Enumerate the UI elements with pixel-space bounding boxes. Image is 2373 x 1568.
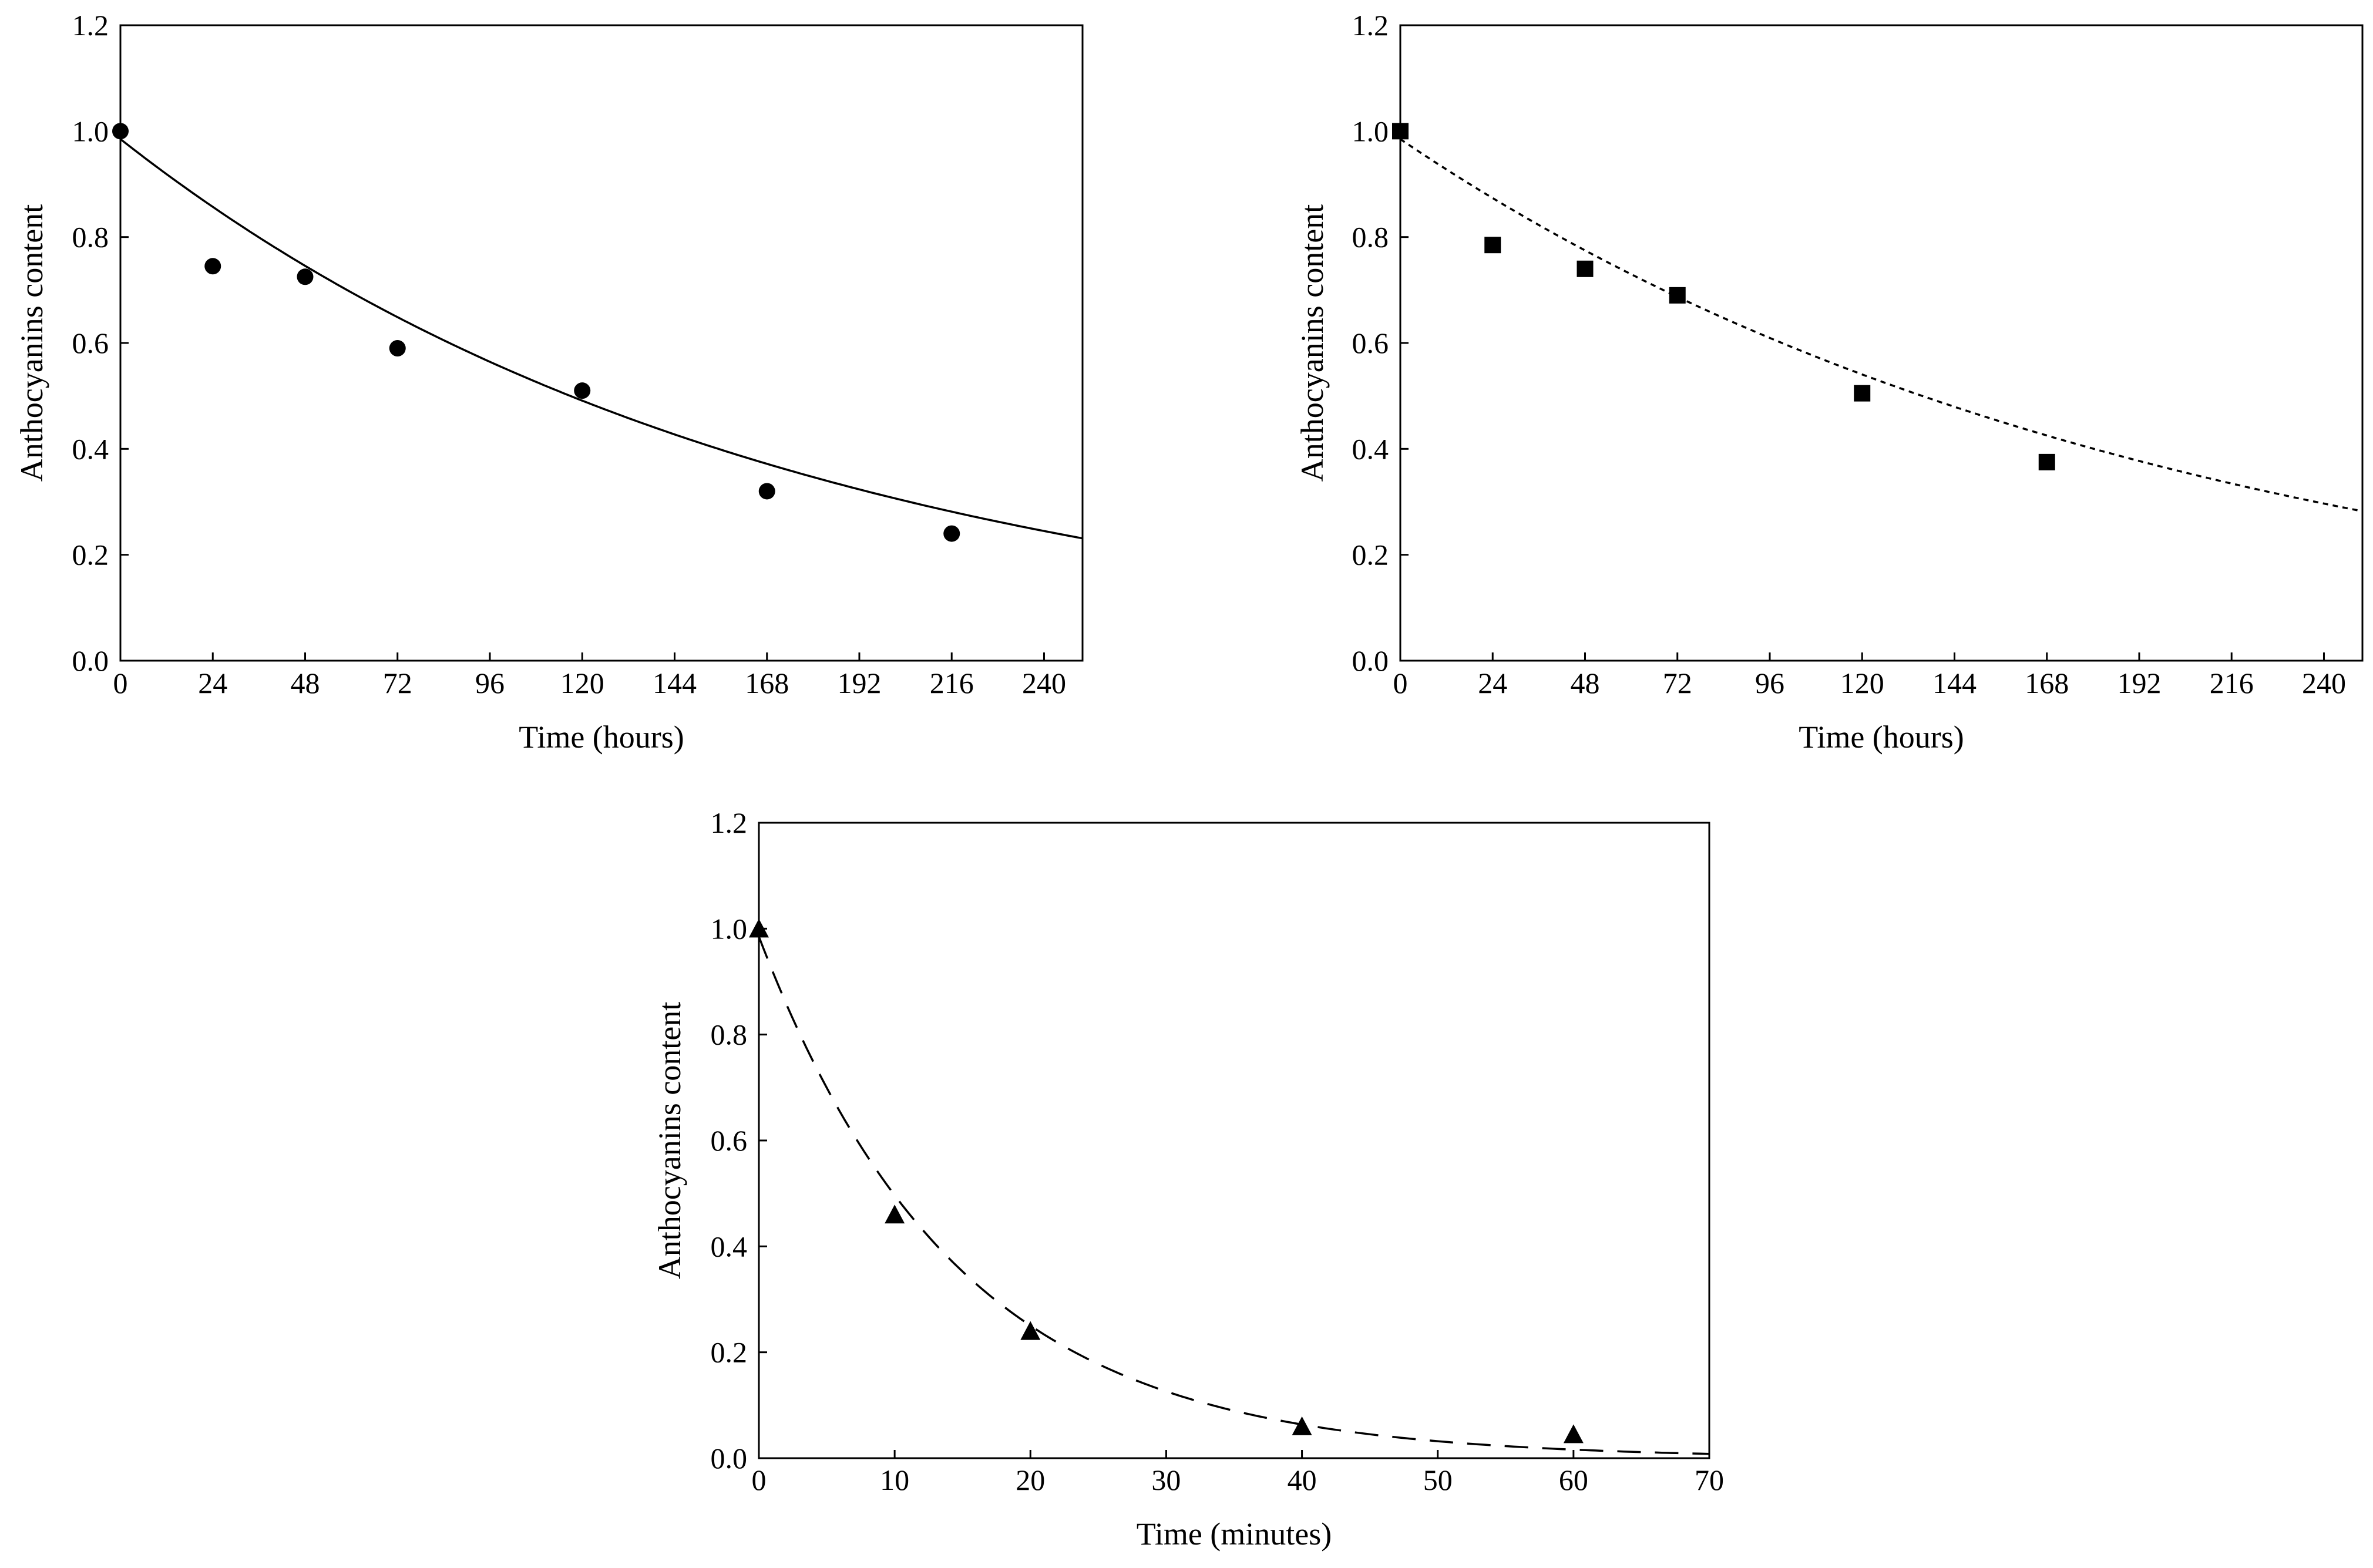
data-point xyxy=(1669,287,1686,304)
y-axis-label: Anthocyanins content xyxy=(14,204,49,482)
x-tick-label: 0 xyxy=(752,1463,767,1496)
x-tick-label: 0 xyxy=(1393,667,1408,699)
chart-top-left: 0 24 48 72 96 120 144 168 192 216 240 0.0 0.2 0.4 0.6 0… xyxy=(14,9,1084,755)
x-tick-label: 144 xyxy=(653,667,697,699)
y-axis-label: Anthocyanins content xyxy=(1295,204,1330,482)
data-point xyxy=(758,483,775,500)
x-tick-label: 70 xyxy=(1695,1463,1724,1496)
x-tick-label: 30 xyxy=(1151,1463,1181,1496)
chart-top-right: 0 24 48 72 96 120 144 168 192 216 240 0.0 0.2 0.4 0.6 0… xyxy=(1295,9,2364,755)
y-tick-label: 0.6 xyxy=(711,1124,748,1157)
x-tick-label: 48 xyxy=(1570,667,1599,699)
y-tick-label: 0.8 xyxy=(1352,221,1389,254)
x-tick-label: 72 xyxy=(1663,667,1692,699)
data-point xyxy=(1020,1321,1041,1340)
y-tick-label: 0.0 xyxy=(1352,644,1389,677)
x-tick-label: 20 xyxy=(1016,1463,1045,1496)
data-point xyxy=(1563,1424,1584,1443)
x-tick-label: 240 xyxy=(1022,667,1066,699)
x-tick-label: 120 xyxy=(1840,667,1884,699)
data-point xyxy=(574,382,591,399)
x-tick-label: 0 xyxy=(113,667,128,699)
x-tick-label: 60 xyxy=(1559,1463,1588,1496)
x-tick-label: 24 xyxy=(198,667,227,699)
data-point xyxy=(389,340,406,357)
plot-frame xyxy=(758,822,1710,1459)
x-tick-label: 216 xyxy=(2210,667,2254,699)
x-tick-label: 48 xyxy=(290,667,320,699)
x-tick-label: 40 xyxy=(1288,1463,1317,1496)
y-axis-label: Anthocyanins content xyxy=(652,1002,687,1279)
data-point xyxy=(749,918,769,938)
y-tick-label: 0.4 xyxy=(72,432,109,465)
x-tick-label: 50 xyxy=(1423,1463,1453,1496)
y-tick-label: 0.2 xyxy=(711,1336,748,1369)
data-point xyxy=(1484,237,1501,254)
data-point xyxy=(297,268,314,285)
x-tick-label: 168 xyxy=(745,667,789,699)
x-tick-label: 96 xyxy=(475,667,505,699)
data-point xyxy=(943,525,960,542)
y-tick-label: 0.2 xyxy=(1352,539,1389,571)
x-tick-label: 144 xyxy=(1932,667,1977,699)
fit-curve xyxy=(758,936,1710,1455)
y-tick-label: 1.0 xyxy=(1352,115,1389,147)
data-point xyxy=(112,123,129,140)
data-point xyxy=(885,1204,905,1224)
x-tick-label: 192 xyxy=(837,667,881,699)
x-tick-label: 10 xyxy=(880,1463,909,1496)
y-tick-label: 0.6 xyxy=(72,327,109,359)
y-tick-label: 0.2 xyxy=(72,539,109,571)
y-tick-label: 0.8 xyxy=(72,221,109,254)
fit-curve xyxy=(119,138,1083,540)
data-point xyxy=(2038,453,2055,470)
plot-frame xyxy=(119,24,1084,662)
data-point xyxy=(1577,260,1594,277)
y-tick-label: 1.2 xyxy=(711,806,748,839)
y-tick-label: 0.4 xyxy=(711,1230,748,1263)
fit-curve xyxy=(1400,138,2363,513)
y-tick-label: 1.0 xyxy=(711,912,748,945)
chart-bottom: 0 10 20 30 40 50 60 70 0.0 0.2 0.4 0.6 0.8 1.0 1.2 Time… xyxy=(652,806,1724,1552)
y-tick-label: 0.0 xyxy=(711,1442,748,1475)
y-tick-label: 0.0 xyxy=(72,644,109,677)
y-tick-label: 1.0 xyxy=(72,115,109,147)
y-tick-label: 0.8 xyxy=(711,1018,748,1051)
x-axis-label: Time (hours) xyxy=(1799,719,1964,755)
x-tick-label: 168 xyxy=(2025,667,2069,699)
data-point xyxy=(204,258,221,275)
x-tick-label: 96 xyxy=(1755,667,1784,699)
data-point xyxy=(1392,123,1409,140)
y-tick-label: 1.2 xyxy=(1352,9,1389,42)
x-tick-label: 192 xyxy=(2117,667,2161,699)
data-point xyxy=(1854,385,1871,402)
x-tick-label: 120 xyxy=(560,667,604,699)
x-axis-label: Time (hours) xyxy=(519,719,684,755)
y-tick-label: 0.4 xyxy=(1352,432,1389,465)
x-tick-label: 240 xyxy=(2302,667,2346,699)
plot-frame xyxy=(1399,24,2364,662)
y-tick-label: 1.2 xyxy=(72,9,109,42)
y-tick-label: 0.6 xyxy=(1352,327,1389,359)
x-axis-label: Time (minutes) xyxy=(1137,1516,1332,1552)
x-tick-label: 24 xyxy=(1478,667,1507,699)
x-tick-label: 216 xyxy=(930,667,974,699)
x-tick-label: 72 xyxy=(383,667,412,699)
data-point xyxy=(1292,1416,1312,1435)
